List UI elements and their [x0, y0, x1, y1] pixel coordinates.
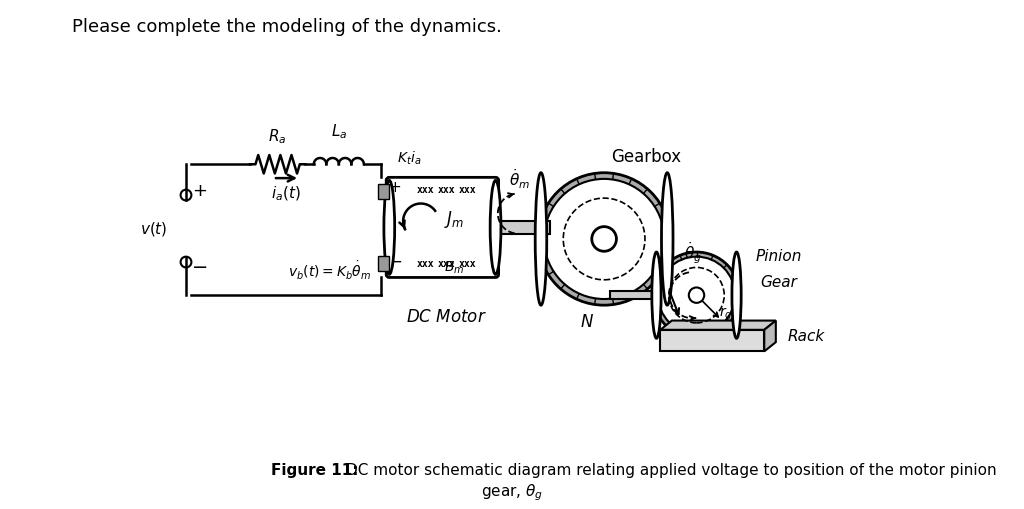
Text: $-$: $-$ — [190, 257, 207, 275]
Text: $\dot{\theta}_g$: $\dot{\theta}_g$ — [684, 240, 701, 266]
Text: $f_c$: $f_c$ — [651, 273, 664, 290]
Text: $B_m$: $B_m$ — [443, 260, 464, 276]
Circle shape — [658, 257, 735, 334]
Text: $J_m$: $J_m$ — [443, 209, 464, 230]
Text: Pinion: Pinion — [756, 249, 802, 264]
Text: $v_b(t) = K_b\dot{\theta}_m$: $v_b(t) = K_b\dot{\theta}_m$ — [288, 260, 371, 281]
Ellipse shape — [652, 252, 662, 338]
Text: $v(t)$: $v(t)$ — [140, 219, 168, 238]
Text: $R_a$: $R_a$ — [268, 127, 287, 146]
Circle shape — [538, 173, 671, 305]
Ellipse shape — [384, 180, 394, 274]
Text: $-$: $-$ — [388, 251, 401, 269]
Bar — [660, 330, 764, 351]
Text: Rack: Rack — [788, 329, 825, 344]
Circle shape — [653, 252, 739, 338]
Ellipse shape — [732, 252, 741, 338]
Text: xxx: xxx — [417, 260, 434, 269]
Text: xxx: xxx — [437, 260, 455, 269]
Text: xxx: xxx — [437, 185, 455, 194]
Bar — [610, 291, 656, 299]
Text: $\dot{\theta}_m$: $\dot{\theta}_m$ — [509, 168, 530, 191]
Text: $i_a(t)$: $i_a(t)$ — [271, 184, 301, 203]
Bar — [378, 184, 388, 199]
Text: xxx: xxx — [458, 185, 476, 194]
Text: $L_a$: $L_a$ — [331, 123, 347, 142]
Text: DC motor schematic diagram relating applied voltage to position of the motor pin: DC motor schematic diagram relating appl… — [346, 463, 996, 478]
Polygon shape — [764, 321, 776, 351]
Circle shape — [544, 179, 665, 299]
Text: $DC\ Motor$: $DC\ Motor$ — [406, 308, 486, 326]
Polygon shape — [660, 321, 776, 330]
Text: $+$: $+$ — [191, 182, 207, 200]
Bar — [496, 221, 550, 234]
Text: xxx: xxx — [458, 260, 476, 269]
FancyBboxPatch shape — [386, 177, 499, 277]
Ellipse shape — [662, 173, 673, 305]
Text: xxx: xxx — [417, 185, 434, 194]
Ellipse shape — [536, 173, 547, 305]
Text: Gearbox: Gearbox — [611, 148, 682, 165]
Ellipse shape — [592, 227, 616, 251]
Text: $r_g$: $r_g$ — [719, 306, 732, 323]
Text: $+$: $+$ — [388, 180, 401, 195]
Text: Figure 11:: Figure 11: — [271, 463, 365, 478]
Text: $N$: $N$ — [581, 313, 594, 331]
Text: gear, $\theta_g$: gear, $\theta_g$ — [481, 483, 543, 503]
Circle shape — [689, 288, 705, 303]
Ellipse shape — [490, 180, 501, 274]
Bar — [378, 256, 388, 271]
Text: Gear: Gear — [761, 274, 798, 290]
Text: Please complete the modeling of the dynamics.: Please complete the modeling of the dyna… — [72, 18, 502, 36]
Text: $K_t i_a$: $K_t i_a$ — [397, 150, 422, 167]
